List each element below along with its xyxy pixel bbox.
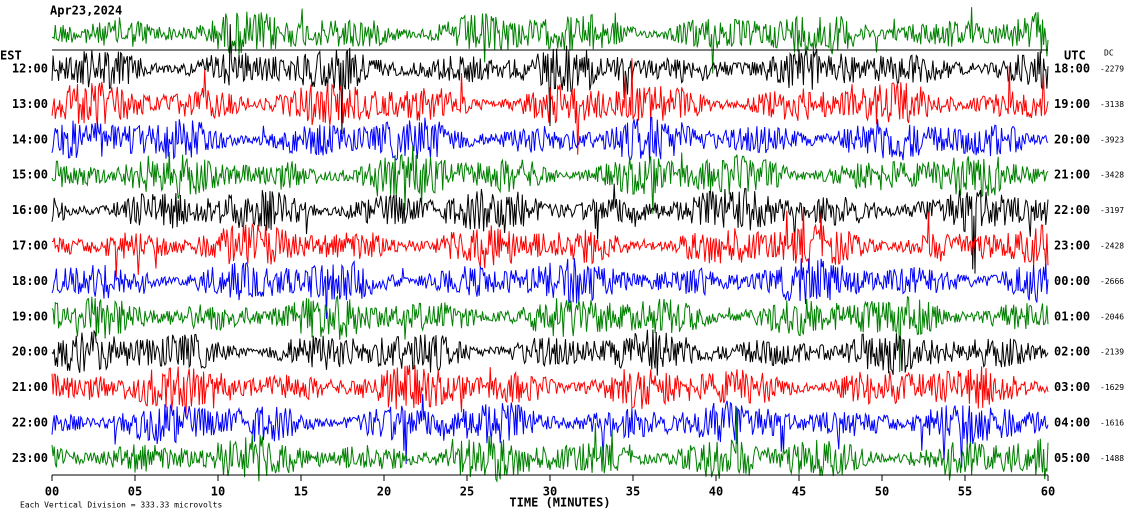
- est-label: 23:00: [12, 451, 48, 465]
- trace: [51, 364, 1049, 418]
- utc-label: 22:00: [1054, 203, 1090, 217]
- x-tick-label: 45: [792, 485, 806, 499]
- x-tick-label: 35: [626, 485, 640, 499]
- x-tick-label: 05: [128, 485, 142, 499]
- trace: [51, 7, 1049, 74]
- utc-label: 23:00: [1054, 239, 1090, 253]
- x-tick-label: 55: [958, 485, 972, 499]
- x-tick-label: 25: [460, 485, 474, 499]
- scale-note: Each Vertical Division = 333.33 microvol…: [20, 501, 222, 510]
- dc-value: -3923: [1100, 135, 1124, 144]
- trace: [51, 294, 1049, 373]
- trace: [51, 394, 1049, 468]
- dc-value: -2666: [1100, 277, 1124, 286]
- x-tick-label: 50: [875, 485, 889, 499]
- est-label: 17:00: [12, 239, 48, 253]
- x-tick-label: 00: [45, 485, 59, 499]
- x-tick-label: 60: [1041, 485, 1055, 499]
- x-axis-title: TIME (MINUTES): [509, 496, 610, 510]
- x-tick-label: 15: [294, 485, 308, 499]
- utc-label: 04:00: [1054, 416, 1090, 430]
- trace: [51, 206, 1049, 278]
- date: Apr23,2024: [50, 4, 122, 18]
- utc-label: 19:00: [1054, 97, 1090, 111]
- trace: [51, 257, 1049, 319]
- est-label: 21:00: [12, 380, 48, 394]
- est-label: 13:00: [12, 97, 48, 111]
- trace: [51, 407, 1049, 484]
- trace: [51, 58, 1049, 155]
- trace: [51, 116, 1049, 164]
- utc-label: 01:00: [1054, 309, 1090, 323]
- utc-title: UTC: [1064, 49, 1086, 63]
- dc-value: -2046: [1100, 312, 1124, 321]
- dc-value: -1616: [1100, 419, 1124, 428]
- utc-label: 05:00: [1054, 451, 1090, 465]
- est-label: 14:00: [12, 132, 48, 146]
- est-label: 16:00: [12, 203, 48, 217]
- est-label: 18:00: [12, 274, 48, 288]
- traces: [51, 7, 1049, 484]
- utc-label: 18:00: [1054, 62, 1090, 76]
- est-label: 20:00: [12, 345, 48, 359]
- utc-label: 02:00: [1054, 345, 1090, 359]
- trace: [51, 329, 1049, 376]
- x-tick-label: 10: [211, 485, 225, 499]
- x-tick-label: 20: [377, 485, 391, 499]
- utc-label: 03:00: [1054, 380, 1090, 394]
- x-tick-label: 40: [709, 485, 723, 499]
- dc-value: -3197: [1100, 206, 1124, 215]
- est-title: EST: [0, 49, 22, 63]
- est-label: 15:00: [12, 168, 48, 182]
- est-label: 22:00: [12, 416, 48, 430]
- trace: [51, 145, 1049, 214]
- x-tick-label: 30: [543, 485, 557, 499]
- utc-label: 00:00: [1054, 274, 1090, 288]
- dc-value: -2279: [1100, 65, 1124, 74]
- trace: [51, 24, 1049, 135]
- dc-value: -3138: [1100, 100, 1124, 109]
- dc-value: -2139: [1100, 348, 1124, 357]
- est-label: 19:00: [12, 309, 48, 323]
- utc-label: 21:00: [1054, 168, 1090, 182]
- dc-value: -3428: [1100, 171, 1124, 180]
- utc-label: 20:00: [1054, 132, 1090, 146]
- dc-value: -2428: [1100, 242, 1124, 251]
- trace: [51, 183, 1049, 274]
- dc-value: -1629: [1100, 383, 1124, 392]
- dc-title: DC: [1104, 49, 1114, 58]
- est-label: 12:00: [12, 62, 48, 76]
- dc-value: -1488: [1100, 454, 1124, 463]
